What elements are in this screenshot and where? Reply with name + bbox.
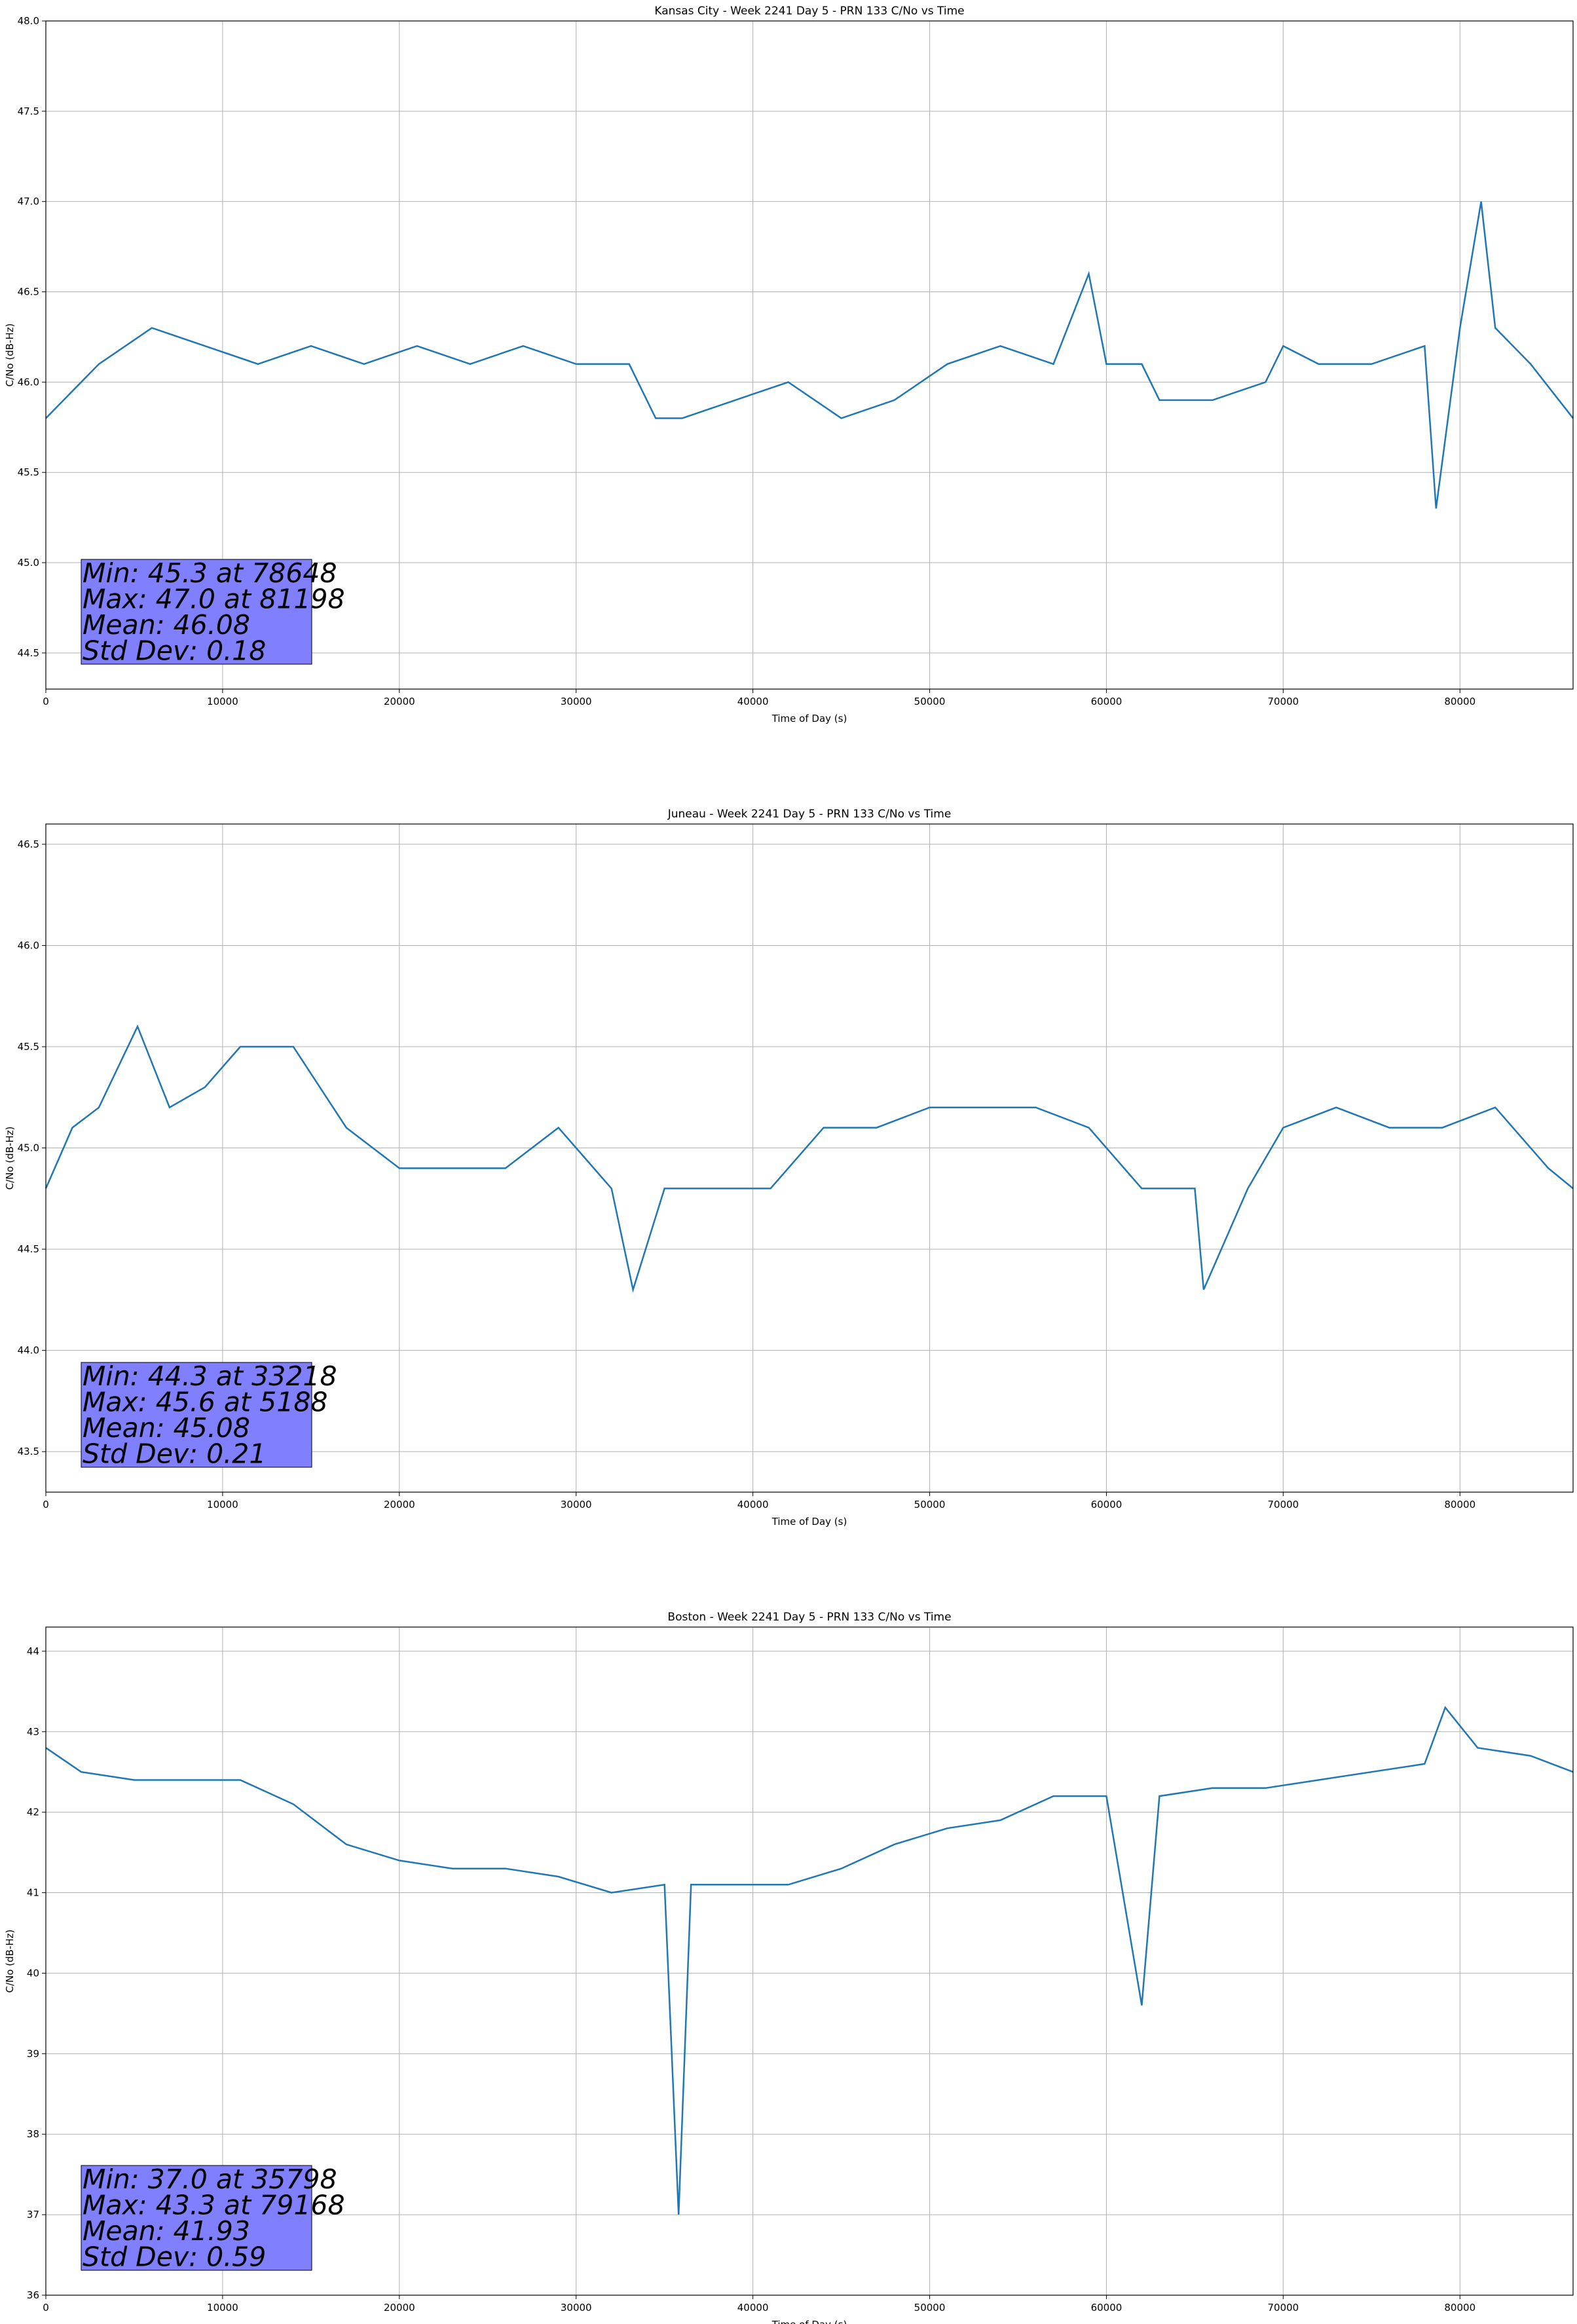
y-tick-label: 45.0 [18, 1142, 39, 1154]
x-tick-label: 70000 [1267, 1499, 1299, 1510]
chart-title: Juneau - Week 2241 Day 5 - PRN 133 C/No … [667, 808, 952, 821]
x-tick-label: 20000 [384, 1499, 415, 1510]
stats-box [81, 1362, 312, 1468]
stats-line: Min: 44.3 at 33218 [83, 1360, 337, 1392]
y-tick-label: 45.0 [18, 557, 39, 569]
y-tick-label: 44.5 [18, 1243, 39, 1255]
y-axis-label: C/No (dB-Hz) [4, 1930, 16, 1993]
y-tick-label: 40 [27, 1967, 39, 1979]
x-tick-label: 30000 [561, 2302, 592, 2314]
axes-frame [45, 20, 1574, 690]
chart-panel-2: 0 10000 20000 30000 40000 50000 60000 70000 8000… [4, 808, 1574, 1527]
chart-title: Kansas City - Week 2241 Day 5 - PRN 133 … [654, 5, 964, 18]
x-tick-label: 20000 [384, 2302, 415, 2314]
stats-line: Min: 45.3 at 78648 [83, 557, 337, 589]
y-axis-label: C/No (dB-Hz) [4, 324, 16, 387]
y-tick-label: 38 [27, 2128, 39, 2140]
y-tick-label: 48.0 [18, 15, 39, 27]
stats-line: Max: 45.6 at 5188 [83, 1387, 328, 1418]
stats-line: Std Dev: 0.21 [83, 1438, 266, 1470]
x-axis-label: Time of Day (s) [771, 2319, 847, 2324]
stats-line: Mean: 41.93 [83, 2215, 250, 2247]
x-tick-label: 10000 [207, 2302, 238, 2314]
x-tick-label: 60000 [1091, 1499, 1122, 1510]
y-tick-label: 36 [27, 2289, 39, 2301]
x-tick-label: 40000 [737, 696, 769, 707]
stats-line: Std Dev: 0.59 [83, 2241, 266, 2273]
y-tick-label: 46.0 [18, 939, 39, 951]
y-tick-label: 44.0 [18, 1345, 39, 1357]
x-tick-label: 70000 [1267, 696, 1299, 707]
x-tick-label: 50000 [914, 2302, 946, 2314]
x-tick-label: 30000 [561, 696, 592, 707]
x-tick-label: 0 [43, 1499, 49, 1510]
y-tick-label: 44.5 [18, 647, 39, 659]
x-tick-label: 70000 [1267, 2302, 1299, 2314]
x-tick-label: 20000 [384, 696, 415, 707]
x-tick-label: 10000 [207, 696, 238, 707]
x-tick-label: 50000 [914, 696, 946, 707]
y-tick-label: 46.0 [18, 376, 39, 388]
stats-line: Mean: 45.08 [83, 1412, 250, 1444]
x-tick-label: 80000 [1444, 2302, 1475, 2314]
x-tick-label: 50000 [914, 1499, 946, 1510]
stats-line: Mean: 46.08 [83, 609, 250, 641]
stats-line: Max: 43.3 at 79168 [83, 2190, 345, 2221]
x-tick-label: 0 [43, 2302, 49, 2314]
y-tick-label: 37 [27, 2209, 39, 2221]
x-tick-label: 10000 [207, 1499, 238, 1510]
chart-panel-1: 0 10000 20000 30000 40000 50000 60000 70000 8000… [4, 5, 1574, 724]
axes-frame [45, 823, 1574, 1493]
x-tick-label: 30000 [561, 1499, 592, 1510]
y-tick-label: 46.5 [18, 838, 39, 850]
axes-frame [45, 1626, 1574, 2296]
y-tick-label: 39 [27, 2048, 39, 2059]
y-tick-label: 47.0 [18, 196, 39, 208]
y-axis-label: C/No (dB-Hz) [4, 1127, 16, 1190]
y-tick-label: 44 [27, 1645, 39, 1657]
y-tick-label: 45.5 [18, 1041, 39, 1053]
y-tick-label: 47.5 [18, 105, 39, 117]
x-tick-label: 60000 [1091, 696, 1122, 707]
x-tick-label: 40000 [737, 2302, 769, 2314]
data-series-line [45, 1706, 1574, 2215]
chart-panel-3: 0 10000 20000 30000 40000 50000 60000 70000 8000… [4, 1611, 1574, 2324]
x-tick-label: 80000 [1444, 1499, 1475, 1510]
data-series-line [45, 201, 1574, 509]
y-tick-label: 41 [27, 1887, 39, 1899]
y-tick-label: 45.5 [18, 466, 39, 478]
y-tick-label: 43 [27, 1726, 39, 1738]
stats-line: Std Dev: 0.18 [83, 635, 266, 667]
data-series-line [45, 1024, 1574, 1293]
chart-title: Boston - Week 2241 Day 5 - PRN 133 C/No … [667, 1611, 951, 1624]
x-axis-label: Time of Day (s) [771, 1516, 847, 1527]
x-tick-label: 80000 [1444, 696, 1475, 707]
y-tick-label: 46.5 [18, 286, 39, 298]
x-tick-label: 60000 [1091, 2302, 1122, 2314]
y-tick-label: 42 [27, 1807, 39, 1818]
x-axis-label: Time of Day (s) [771, 713, 847, 724]
stats-line: Max: 47.0 at 81198 [83, 584, 345, 615]
stats-box [81, 2165, 312, 2271]
y-tick-label: 43.5 [18, 1446, 39, 1457]
stats-line: Min: 37.0 at 35798 [83, 2164, 337, 2195]
x-tick-label: 0 [43, 696, 49, 707]
stats-box [81, 559, 312, 665]
x-tick-label: 40000 [737, 1499, 769, 1510]
